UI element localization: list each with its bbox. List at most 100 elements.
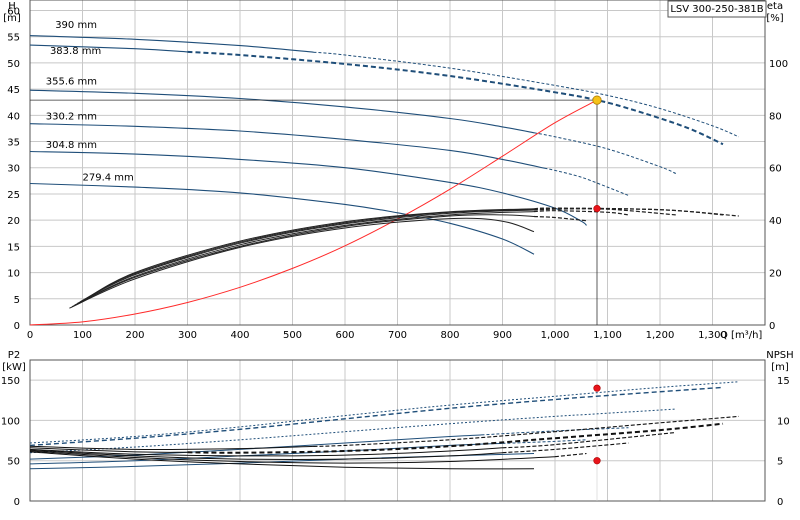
npsh-curve-4 <box>29 450 556 464</box>
impeller-label-4: 304.8 mm <box>46 140 97 151</box>
npsh-tick-label-2: 10 <box>777 416 790 427</box>
head-curve-ext-2 <box>533 132 676 174</box>
system-curve <box>29 99 598 326</box>
npsh-duty-marker <box>593 457 601 465</box>
power-npsh-panel: 0 50 100 150 0 5 10 15 P2[kW] NPSH[m] <box>1 350 794 508</box>
h-tick-label-0: 0 <box>14 321 20 332</box>
x-tick-label-12: 1,200 <box>646 330 675 341</box>
eta-curve-9 <box>74 211 535 306</box>
h-tick-label-2: 10 <box>7 269 20 280</box>
head-curve-2 <box>29 89 535 134</box>
head-curve-5 <box>29 182 535 255</box>
eta-axis-label-0: eta <box>767 1 783 12</box>
h-tick-label-3: 15 <box>7 242 20 253</box>
npsh-curve-0 <box>29 445 314 451</box>
eta-curve-7 <box>69 217 535 309</box>
x-tick-label-2: 200 <box>125 330 144 341</box>
npsh-tick-label-1: 5 <box>777 457 783 468</box>
h-tick-label-11: 55 <box>7 33 20 44</box>
h-tick-label-10: 50 <box>7 59 20 70</box>
impeller-label-5: 279.4 mm <box>83 172 134 183</box>
p2-tick-label-2: 100 <box>1 416 20 427</box>
p2-axis-label-0: P2 <box>8 350 20 361</box>
h-axis-label-1: [m] <box>3 13 21 24</box>
eta-curve-ext-10 <box>533 208 676 216</box>
p2-curve-4 <box>29 442 503 465</box>
npsh-curve-ext-1 <box>187 422 724 454</box>
head-curve-1 <box>29 44 188 53</box>
npsh-curve-2 <box>29 447 503 457</box>
impeller-label-0: 390 mm <box>55 20 97 31</box>
p2-curve-2 <box>29 408 676 454</box>
x-tick-label-4: 400 <box>230 330 249 341</box>
p2-curve-ext-4 <box>502 439 587 444</box>
npsh-curve-1 <box>29 447 188 453</box>
title-box <box>667 0 767 18</box>
head-curve-ext-1 <box>187 50 724 146</box>
h-tick-label-5: 25 <box>7 190 20 201</box>
npsh-curve-5 <box>29 451 535 470</box>
npsh-curve-3 <box>29 449 503 460</box>
head-curve-ext-3 <box>544 167 629 196</box>
x-tick-label-9: 900 <box>493 330 512 341</box>
operating-point-marker <box>592 95 602 105</box>
p2-axis-label-1: [kW] <box>2 362 26 373</box>
top-frame <box>29 0 766 326</box>
x-tick-label-0: 0 <box>27 330 33 341</box>
x-tick-label-1: 100 <box>73 330 92 341</box>
npsh-curve-ext-2 <box>502 431 676 449</box>
x-tick-label-7: 700 <box>388 330 407 341</box>
bottom-frame <box>29 359 766 502</box>
chart-title: LSV 300-250-381B <box>670 4 763 15</box>
efficiency-duty-marker <box>593 205 601 213</box>
head-curve-ext-0 <box>313 51 739 138</box>
h-tick-label-12: 60 <box>7 6 20 17</box>
eta-curve-8 <box>71 214 535 308</box>
p2-duty-marker <box>593 384 601 392</box>
h-tick-label-9: 45 <box>7 85 20 96</box>
eta-curve-11 <box>79 208 535 303</box>
x-tick-label-8: 800 <box>440 330 459 341</box>
eta-curve-ext-8 <box>533 215 587 222</box>
eta-axis-label-1: [%] <box>766 13 783 24</box>
eta-tick-label-4: 80 <box>769 111 782 122</box>
p2-tick-label-1: 50 <box>7 457 20 468</box>
eta-curve-ext-9 <box>533 210 629 216</box>
eta-curve-12 <box>82 208 535 302</box>
h-tick-label-1: 5 <box>14 295 20 306</box>
x-tick-label-6: 600 <box>335 330 354 341</box>
h-axis-label-0: H <box>8 1 16 12</box>
npsh-axis-label-1: [m] <box>771 362 789 373</box>
head-curve-3 <box>29 123 545 169</box>
eta-tick-label-0: 0 <box>769 321 775 332</box>
npsh-tick-label-3: 15 <box>777 376 790 387</box>
eta-curve-ext-11 <box>533 207 724 216</box>
npsh-curve-ext-3 <box>502 442 629 454</box>
x-tick-label-10: 1,000 <box>541 330 570 341</box>
p2-tick-label-3: 150 <box>1 376 20 387</box>
head-curve-0 <box>29 35 314 53</box>
p2-curve-1 <box>29 386 724 447</box>
eta-tick-label-5: 100 <box>769 59 788 70</box>
eta-curve-ext-12 <box>533 207 739 217</box>
eta-tick-label-1: 20 <box>769 269 782 280</box>
x-tick-label-5: 500 <box>283 330 302 341</box>
h-tick-label-7: 35 <box>7 138 20 149</box>
eta-curve-10 <box>77 209 535 304</box>
x-axis-label: Q [m³/h] <box>720 330 762 341</box>
npsh-tick-label-0: 0 <box>777 497 783 508</box>
h-tick-label-6: 30 <box>7 164 20 175</box>
impeller-label-1: 383.8 mm <box>50 46 101 57</box>
x-tick-label-13: 1,300 <box>698 330 727 341</box>
h-tick-label-4: 20 <box>7 216 20 227</box>
p2-curve-ext-3 <box>481 427 629 436</box>
x-tick-label-3: 300 <box>178 330 197 341</box>
h-tick-label-8: 40 <box>7 111 20 122</box>
npsh-axis-label-0: NPSH <box>766 350 793 361</box>
impeller-label-3: 330.2 mm <box>46 112 97 123</box>
p2-tick-label-0: 0 <box>14 497 20 508</box>
head-curve-4 <box>29 150 587 226</box>
p2-curve-0 <box>29 381 739 444</box>
